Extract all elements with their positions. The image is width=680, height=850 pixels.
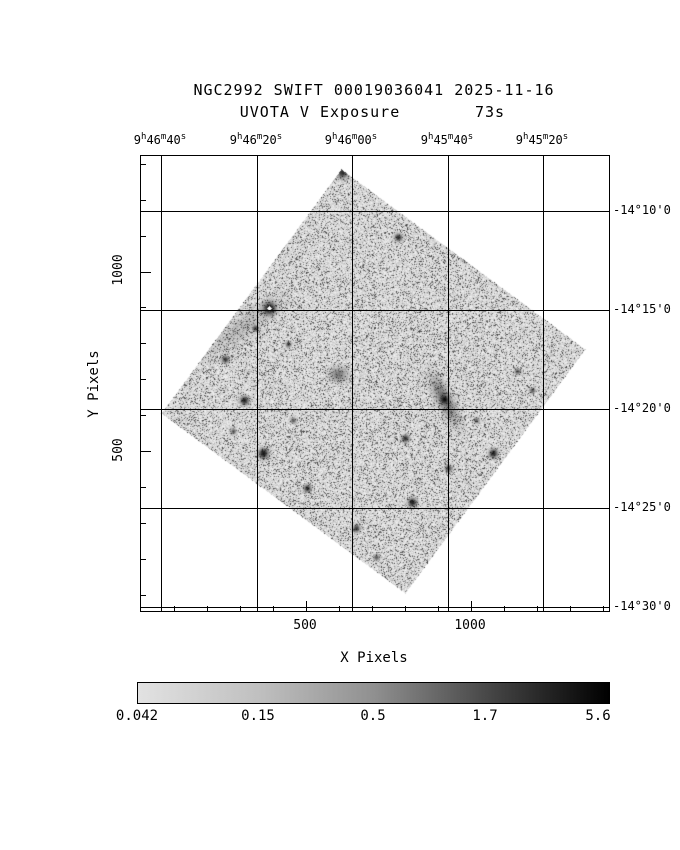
plot-title: NGC2992 SWIFT 00019036041 2025-11-16 bbox=[193, 81, 555, 99]
exposure-label: UVOTA V Exposure bbox=[239, 103, 401, 121]
x-axis-tick bbox=[603, 606, 604, 611]
ra-tick-label: 9h46m40s bbox=[133, 132, 187, 148]
y-tick-label-1000: 1000 bbox=[111, 254, 126, 286]
colorbar-gradient bbox=[138, 683, 609, 703]
dec-grid-line bbox=[141, 607, 609, 608]
x-axis-tick bbox=[207, 606, 208, 611]
dec-grid-line bbox=[141, 310, 609, 311]
x-axis-tick bbox=[405, 606, 406, 611]
y-axis-tick bbox=[141, 415, 146, 416]
dec-tick-label: -14°25'0 bbox=[613, 500, 671, 514]
plot-frame bbox=[140, 155, 610, 612]
dec-tick-label: -14°15'0 bbox=[613, 302, 671, 316]
sky-image-canvas bbox=[141, 156, 609, 611]
colorbar-tick-label: 5.6 bbox=[585, 708, 611, 724]
y-axis-tick bbox=[141, 200, 146, 201]
x-axis-tick bbox=[306, 601, 307, 611]
dec-grid-line bbox=[141, 211, 609, 212]
x-axis-tick bbox=[273, 606, 274, 611]
colorbar-tick-label: 0.5 bbox=[360, 708, 386, 724]
x-axis-tick bbox=[438, 606, 439, 611]
colorbar-tick-label: 1.7 bbox=[472, 708, 498, 724]
x-axis-tick bbox=[471, 601, 472, 611]
y-axis-tick bbox=[141, 236, 146, 237]
dec-grid-line bbox=[141, 409, 609, 410]
colorbar-tick-label: 0.15 bbox=[241, 708, 275, 724]
ra-grid-line bbox=[161, 156, 162, 611]
x-axis-tick bbox=[372, 606, 373, 611]
dec-grid-line bbox=[141, 508, 609, 509]
exposure-time: 73s bbox=[474, 103, 506, 121]
x-tick-label-500: 500 bbox=[293, 618, 317, 633]
y-tick-label-500: 500 bbox=[111, 438, 126, 462]
ra-tick-label: 9h45m40s bbox=[420, 132, 474, 148]
x-axis-label: X Pixels bbox=[340, 650, 408, 666]
y-axis-tick bbox=[141, 487, 146, 488]
dec-tick-label: -14°20'0 bbox=[613, 401, 671, 415]
x-axis-tick bbox=[537, 606, 538, 611]
x-axis-tick bbox=[339, 606, 340, 611]
x-axis-tick bbox=[570, 606, 571, 611]
ra-tick-label: 9h45m20s bbox=[515, 132, 569, 148]
y-axis-tick bbox=[141, 379, 146, 380]
x-axis-tick bbox=[504, 606, 505, 611]
x-axis-tick bbox=[174, 606, 175, 611]
dec-tick-label: -14°10'0 bbox=[613, 203, 671, 217]
x-axis-tick bbox=[240, 606, 241, 611]
y-axis-tick bbox=[141, 343, 146, 344]
y-axis-tick bbox=[141, 164, 146, 165]
dec-tick-label: -14°30'0 bbox=[613, 599, 671, 613]
ra-tick-label: 9h46m00s bbox=[324, 132, 378, 148]
y-axis-label: Y Pixels bbox=[86, 350, 102, 418]
ra-grid-line bbox=[352, 156, 353, 611]
y-axis-tick bbox=[141, 307, 146, 308]
colorbar-tick-label: 0.042 bbox=[115, 708, 159, 724]
y-axis-tick bbox=[141, 595, 146, 596]
y-axis-tick bbox=[141, 272, 151, 273]
ra-tick-label: 9h46m20s bbox=[229, 132, 283, 148]
y-axis-tick bbox=[141, 523, 146, 524]
x-tick-label-1000: 1000 bbox=[454, 618, 486, 633]
ra-grid-line bbox=[448, 156, 449, 611]
y-axis-tick bbox=[141, 559, 146, 560]
ra-grid-line bbox=[257, 156, 258, 611]
y-axis-tick bbox=[141, 451, 151, 452]
colorbar bbox=[137, 682, 610, 704]
ra-grid-line bbox=[543, 156, 544, 611]
